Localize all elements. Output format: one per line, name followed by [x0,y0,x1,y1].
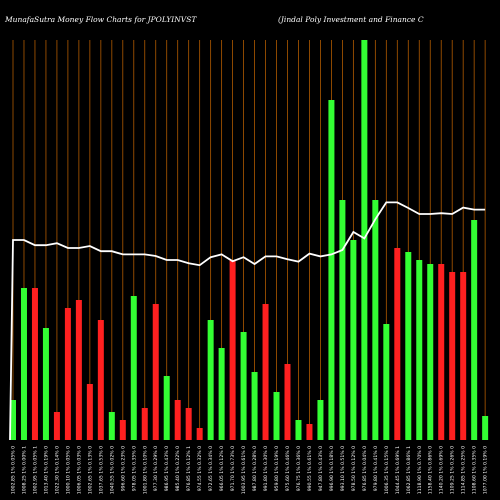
money-flow-bar [141,408,148,440]
money-flow-bar [350,240,357,440]
money-flow-bar [152,304,159,440]
money-flow-bar [449,272,456,440]
x-tick-label: 1002.65 1% 0.13% 0 [87,446,93,494]
x-tick-label: 1002.85 1% 0.05% 0 [11,446,17,494]
x-tick-label: 1118.90 1% 0.70% 0 [417,446,423,494]
x-tick-label: 987.80 1% 0.28% 0 [252,446,258,491]
x-tick-label: 977.30 1% 0.29% 0 [153,446,159,491]
x-tick-label: 1006.05 1% 0.03% 0 [76,446,82,494]
x-tick-label: 1001.80 1% 0.10% 0 [142,446,148,494]
money-flow-bar [284,364,291,440]
x-tick-label: 976.85 1% 0.04% 0 [362,446,368,491]
x-tick-label: 978.50 1% 0.12% 0 [351,446,357,491]
money-flow-bar [482,416,489,440]
x-tick-label: 1000.10 1% 0.05% 0 [65,446,71,494]
money-flow-bar [97,320,104,440]
x-tick-label: 976.75 1% 0.36% 0 [296,446,302,491]
money-flow-bar [64,308,71,440]
money-flow-bar [262,304,269,440]
bar-series [10,40,489,440]
x-tick-label: 1158.40 1% 0.86% 0 [428,446,434,494]
x-tick-label: 1040.55 1% 0.02% 0 [109,446,115,494]
x-tick-label: 985.40 1% 0.22% 0 [175,446,181,491]
line-series [9,201,486,441]
money-flow-bar [295,420,302,440]
x-tick-label: 1108.60 1% 0.35% 0 [472,446,478,494]
x-tick-label: 1109.25 1% 0.26% 0 [450,446,456,494]
x-tick-label: 979.80 1% 0.41% 0 [373,446,379,491]
x-tick-label: 990.55 1% 0.61% 0 [307,446,313,491]
money-flow-bar [130,296,137,440]
money-flow-bar [218,348,225,440]
money-flow-bar [317,400,324,440]
money-flow-bar [119,420,126,440]
money-flow-bar [10,400,16,440]
money-flow-bar [251,372,258,440]
money-flow-bar [427,264,434,440]
x-tick-labels: 1002.85 1% 0.05% 0 1008.25 1% 0.00% 1 1002… [11,446,489,494]
x-tick-label: 1140.20 1% 0.69% 0 [439,446,445,494]
x-tick-label: 1077.00 1% 0.19% 0 [483,446,489,494]
x-tick-label: 978.05 1% 0.35% 0 [131,446,137,491]
x-tick-label: 1013.40 1% 0.19% 0 [43,446,49,494]
x-tick-label: 974.55 1% 0.32% 0 [197,446,203,491]
x-tick-label: 959.80 1% 0.19% 0 [274,446,280,491]
money-flow-bar [196,428,203,440]
x-tick-label: 991.80 1% 0.30% 0 [263,446,269,491]
money-flow-bar [328,100,335,440]
money-flow-bar [163,376,170,440]
x-tick-label: 1022.30 1% 0.14% 0 [54,446,60,494]
money-flow-bar [460,272,467,440]
x-tick-label: 996.60 1% 0.23% 0 [120,446,126,491]
money-flow-bar [361,40,368,440]
money-flow-bar [339,200,346,440]
money-flow-bar [75,300,82,440]
x-tick-label: 996.90 1% 0.18% 0 [329,446,335,491]
x-tick-label: 993.10 1% 0.51% 0 [340,446,346,491]
money-flow-bar [438,264,445,440]
chart-subtitle: (Jindal Poly Investment and Finance C [278,15,424,24]
x-tick-label: 1006.35 1% 0.15% 0 [384,446,390,494]
money-flow-bar [416,260,423,440]
money-flow-bar [394,248,401,440]
money-flow-bar [53,412,60,440]
money-flow-bar [86,384,93,440]
x-tick-label: 947.80 1% 0.43% 0 [318,446,324,491]
money-flow-bar [207,320,214,440]
x-tick-label: 971.70 1% 0.73% 0 [230,446,236,491]
money-flow-bar [174,400,181,440]
x-tick-label: 1044.45 1% 0.69% 1 [395,446,401,494]
money-flow-bar [306,424,313,440]
money-flow-bar [405,252,412,440]
money-flow-bar [108,412,115,440]
money-flow-bar [471,220,478,440]
money-flow-bar [273,392,280,440]
grid-lines [12,40,486,440]
x-tick-label: 975.60 1% 0.46% 0 [285,446,291,491]
money-flow-bar [383,324,390,440]
chart-title: MunafaSutra Money Flow Charts for JPOLYI… [4,15,197,24]
money-flow-bar [31,288,38,440]
price-line [9,201,486,441]
money-flow-bar [240,332,247,440]
x-tick-label: 1008.25 1% 0.00% 1 [21,446,27,494]
x-tick-label: 1003.95 1% 0.61% 0 [241,446,247,494]
x-tick-label: 972.65 1% 0.34% 0 [208,446,214,491]
money-flow-bar [185,408,192,440]
money-flow-bar [42,328,49,440]
x-tick-label: 976.85 1% 0.12% 1 [186,446,192,491]
money-flow-bar [229,260,236,440]
x-tick-label: 1037.65 1% 0.53% 0 [98,446,104,494]
money-flow-bar [372,200,379,440]
x-tick-label: 1114.85 1% 0.25% 0 [461,446,467,494]
x-tick-label: 986.95 1% 0.43% 0 [164,446,170,491]
money-flow-bar [20,288,27,440]
x-tick-label: 966.05 1% 0.12% 0 [219,446,225,491]
x-tick-label: 1062.85 1% 0.86% 1 [406,446,412,494]
x-tick-label: 1002.95 1% 0.05% 1 [32,446,38,494]
